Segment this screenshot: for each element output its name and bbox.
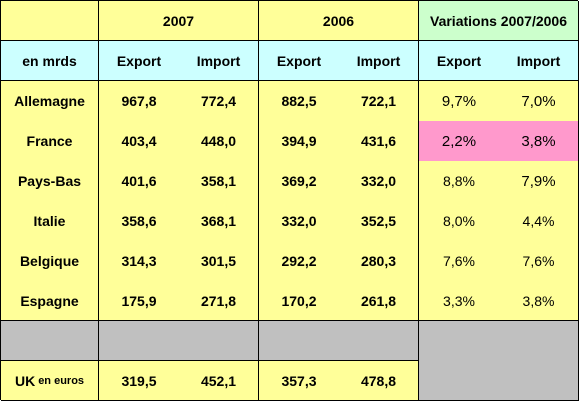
header-unit: en mrds (1, 41, 99, 81)
cell-variation-import: 4,4% (499, 201, 579, 241)
header-import-2007: Import (179, 41, 259, 81)
cell-export-2006: 394,9 (259, 121, 339, 161)
cell-export-2007: 314,3 (99, 241, 179, 281)
header-import-variation: Import (499, 41, 579, 81)
country-name: Allemagne (1, 81, 99, 121)
cell-import-2006: 431,6 (339, 121, 419, 161)
cell-import-2007: 368,1 (179, 201, 259, 241)
cell-import-2006: 722,1 (339, 81, 419, 121)
uk-variation-empty (499, 361, 579, 401)
separator-cell (1, 321, 99, 361)
country-name: France (1, 121, 99, 161)
country-name: Pays-Bas (1, 161, 99, 201)
corner-cell (1, 1, 99, 41)
cell-variation-export: 3,3% (419, 281, 499, 321)
cell-variation-import: 7,6% (499, 241, 579, 281)
cell-import-2006: 332,0 (339, 161, 419, 201)
cell-import-2006: 261,8 (339, 281, 419, 321)
country-name: Belgique (1, 241, 99, 281)
header-export-2007: Export (99, 41, 179, 81)
header-import-2006: Import (339, 41, 419, 81)
cell-variation-export: 8,0% (419, 201, 499, 241)
cell-import-2006: 352,5 (339, 201, 419, 241)
uk-note: en euros (38, 374, 85, 387)
cell-export-2006: 357,3 (259, 361, 339, 401)
cell-variation-export: 2,2% (419, 121, 499, 161)
separator-cell (259, 321, 339, 361)
cell-export-2007: 401,6 (99, 161, 179, 201)
cell-export-2007: 967,8 (99, 81, 179, 121)
cell-import-2007: 271,8 (179, 281, 259, 321)
cell-import-2007: 448,0 (179, 121, 259, 161)
separator-cell (99, 321, 179, 361)
cell-export-2006: 292,2 (259, 241, 339, 281)
country-name: Italie (1, 201, 99, 241)
separator-cell (179, 321, 259, 361)
cell-variation-import: 7,0% (499, 81, 579, 121)
cell-export-2006: 369,2 (259, 161, 339, 201)
separator-cell (419, 321, 499, 361)
cell-import-2006: 478,8 (339, 361, 419, 401)
cell-export-2006: 882,5 (259, 81, 339, 121)
country-name: Espagne (1, 281, 99, 321)
cell-export-2007: 319,5 (99, 361, 179, 401)
cell-variation-import: 3,8% (499, 281, 579, 321)
separator-cell (499, 321, 579, 361)
uk-label: UK (14, 372, 36, 389)
cell-import-2007: 772,4 (179, 81, 259, 121)
header-export-variation: Export (419, 41, 499, 81)
header-export-2006: Export (259, 41, 339, 81)
cell-export-2007: 175,9 (99, 281, 179, 321)
cell-export-2007: 403,4 (99, 121, 179, 161)
cell-export-2006: 170,2 (259, 281, 339, 321)
cell-import-2007: 452,1 (179, 361, 259, 401)
cell-import-2007: 301,5 (179, 241, 259, 281)
header-year-2007: 2007 (99, 1, 259, 41)
cell-variation-import: 3,8% (499, 121, 579, 161)
cell-import-2007: 358,1 (179, 161, 259, 201)
country-name-uk: UK en euros (1, 361, 99, 401)
header-year-2006: 2006 (259, 1, 419, 41)
cell-import-2006: 280,3 (339, 241, 419, 281)
cell-variation-export: 8,8% (419, 161, 499, 201)
header-variations: Variations 2007/2006 (419, 1, 579, 41)
uk-variation-empty (419, 361, 499, 401)
cell-export-2006: 332,0 (259, 201, 339, 241)
cell-variation-export: 7,6% (419, 241, 499, 281)
cell-export-2007: 358,6 (99, 201, 179, 241)
cell-variation-export: 9,7% (419, 81, 499, 121)
separator-cell (339, 321, 419, 361)
cell-variation-import: 7,9% (499, 161, 579, 201)
